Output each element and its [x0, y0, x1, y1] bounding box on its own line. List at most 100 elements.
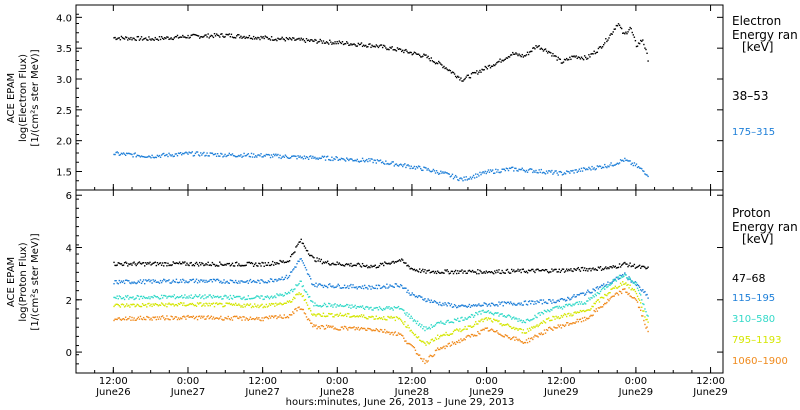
data-point — [459, 305, 461, 308]
data-point — [345, 286, 348, 289]
data-point — [393, 332, 395, 334]
data-point — [157, 297, 160, 299]
data-point — [520, 341, 522, 343]
data-point — [638, 42, 641, 45]
data-point — [633, 36, 636, 38]
data-point — [337, 329, 339, 331]
data-point — [540, 47, 542, 49]
data-point — [500, 301, 502, 304]
data-point — [553, 301, 555, 303]
data-point — [187, 314, 189, 317]
data-point — [578, 311, 581, 314]
data-point — [247, 319, 250, 321]
data-point — [592, 288, 594, 290]
data-point — [141, 318, 144, 321]
data-point — [434, 270, 437, 273]
data-point — [182, 34, 184, 37]
data-point — [433, 61, 436, 63]
data-point — [165, 154, 167, 156]
data-point — [640, 267, 642, 269]
data-point — [329, 303, 331, 305]
data-point — [176, 305, 179, 307]
data-point — [331, 326, 333, 329]
data-point — [390, 285, 392, 287]
data-point — [409, 268, 411, 270]
data-point — [421, 296, 423, 298]
data-point — [353, 326, 355, 328]
data-point — [234, 315, 237, 318]
data-point — [328, 312, 330, 315]
data-point — [153, 304, 155, 306]
data-point — [405, 314, 407, 316]
data-point — [148, 278, 150, 281]
data-point — [287, 260, 290, 263]
data-point — [568, 58, 570, 61]
data-point — [295, 307, 297, 310]
data-point — [598, 307, 601, 309]
data-point — [234, 296, 237, 298]
data-point — [295, 155, 297, 158]
data-point — [146, 315, 148, 318]
data-point — [454, 329, 457, 331]
data-point — [347, 312, 349, 315]
data-point — [376, 307, 379, 309]
data-point — [467, 270, 470, 272]
data-point — [571, 315, 573, 317]
data-point — [595, 168, 597, 170]
data-point — [560, 297, 563, 300]
data-point — [273, 153, 275, 156]
data-point — [326, 326, 329, 328]
data-point — [571, 55, 573, 57]
data-point — [533, 325, 535, 328]
data-point — [575, 301, 577, 304]
data-point — [182, 297, 184, 299]
data-point — [338, 305, 340, 307]
data-point — [159, 318, 162, 320]
data-point — [385, 307, 387, 309]
data-point — [308, 307, 311, 310]
data-point — [598, 46, 601, 48]
data-point — [414, 52, 417, 54]
data-point — [613, 287, 615, 289]
data-point — [482, 304, 484, 307]
data-point — [224, 36, 226, 38]
data-point — [583, 316, 586, 319]
data-point — [173, 37, 176, 39]
data-point — [395, 316, 398, 318]
data-point — [580, 292, 583, 295]
data-point — [159, 304, 162, 306]
data-point — [306, 39, 309, 42]
data-point — [190, 152, 192, 154]
data-point — [387, 307, 389, 309]
data-point — [623, 160, 625, 162]
data-point — [488, 329, 491, 332]
data-point — [372, 161, 374, 164]
data-point — [116, 151, 118, 153]
data-point — [244, 264, 246, 267]
data-point — [440, 320, 442, 323]
data-point — [402, 335, 404, 337]
data-point — [591, 52, 593, 55]
data-point — [397, 260, 400, 262]
data-point — [280, 294, 282, 296]
data-point — [604, 302, 606, 305]
data-point — [409, 167, 411, 170]
data-point — [625, 31, 627, 33]
data-point — [579, 303, 582, 305]
data-point — [245, 36, 247, 38]
data-point — [393, 306, 395, 308]
data-point — [220, 33, 222, 35]
data-point — [130, 36, 132, 39]
data-point — [361, 316, 364, 318]
data-point — [465, 318, 467, 320]
data-point — [386, 48, 388, 51]
data-point — [338, 329, 340, 331]
data-point — [451, 333, 454, 335]
data-point — [612, 295, 614, 297]
data-point — [356, 305, 358, 308]
data-point — [347, 285, 349, 287]
data-point — [305, 269, 308, 271]
data-point — [416, 167, 419, 169]
data-point — [292, 290, 294, 293]
data-point — [211, 303, 214, 305]
